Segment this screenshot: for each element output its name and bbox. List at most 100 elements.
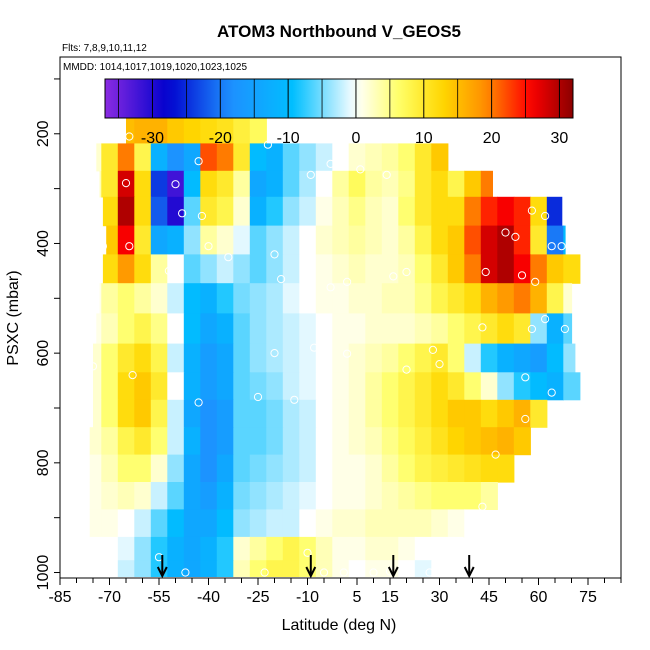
heatmap-cell	[150, 254, 168, 284]
heatmap-cell	[348, 143, 366, 172]
heatmap-cell	[381, 482, 399, 510]
heatmap-cell	[282, 372, 300, 401]
heatmap-cell	[431, 254, 449, 284]
heatmap-cell	[315, 454, 333, 483]
heatmap-cell	[315, 399, 333, 428]
heatmap-cell	[365, 225, 383, 255]
observation-point	[306, 170, 315, 179]
heatmap-cell	[530, 225, 548, 255]
heatmap-cell	[414, 283, 432, 314]
heatmap-cells	[89, 117, 581, 577]
heatmap-cell	[381, 427, 399, 456]
heatmap-cell	[497, 196, 515, 227]
observation-point	[290, 395, 299, 404]
heatmap-cell	[414, 427, 432, 456]
heatmap-cell	[398, 482, 416, 510]
heatmap-cell	[414, 509, 432, 538]
heatmap-cell	[249, 482, 267, 510]
observation-point	[527, 324, 537, 334]
heatmap-cell	[216, 283, 234, 314]
heatmap-cell	[332, 536, 350, 561]
heatmap-cell	[200, 283, 218, 314]
observation-point	[306, 287, 315, 296]
heatmap-cell	[546, 313, 564, 345]
heatmap-cell	[464, 509, 480, 538]
heatmap-cell	[563, 283, 573, 314]
heatmap-cell	[365, 399, 383, 428]
heatmap-cell	[200, 560, 218, 577]
heatmap-cell	[183, 454, 201, 483]
observation-point	[501, 228, 510, 237]
heatmap-cell	[183, 254, 201, 284]
heatmap-cell	[233, 343, 251, 373]
observation-point	[125, 242, 134, 251]
heatmap-cell	[117, 170, 135, 198]
heatmap-cell	[233, 482, 251, 510]
heatmap-cell	[398, 170, 416, 198]
heatmap-cell	[266, 196, 284, 227]
heatmap-cell	[464, 254, 482, 284]
heatmap-cell	[447, 313, 465, 345]
heatmap-cell	[365, 170, 383, 198]
heatmap-cell	[480, 170, 493, 198]
heatmap-cell	[89, 427, 102, 456]
heatmap-cell	[414, 313, 432, 345]
heatmap-cell	[530, 399, 548, 428]
heatmap-cell	[546, 254, 564, 284]
heatmap-cell	[134, 454, 152, 483]
heatmap-cell	[398, 313, 416, 345]
heatmap-cell	[414, 225, 432, 255]
colorbar-tick-label: 0	[352, 130, 361, 147]
heatmap-cell	[233, 196, 251, 227]
heatmap-cell	[497, 313, 515, 345]
colorbar-tick-label: 10	[415, 130, 433, 147]
heatmap-cell	[183, 399, 201, 428]
observation-point	[389, 272, 398, 281]
heatmap-cell	[134, 117, 152, 144]
heatmap-cell	[447, 536, 464, 561]
heatmap-cell	[480, 254, 498, 284]
heatmap-cell	[233, 399, 251, 428]
heatmap-cell	[233, 117, 251, 144]
heatmap-cell	[348, 560, 366, 577]
heatmap-cell	[183, 170, 201, 198]
heatmap-cell	[464, 372, 482, 401]
heatmap-cell	[167, 509, 185, 538]
heatmap-cell	[233, 225, 251, 255]
heatmap-cell	[447, 482, 465, 510]
arrow-marker	[387, 555, 399, 579]
heatmap-cell	[546, 372, 564, 401]
x-axis: -85 -70 -55 -40 -25 -10 5 15 30 45 60 75	[48, 578, 622, 606]
heatmap-cell	[299, 454, 317, 483]
heatmap-cell	[183, 509, 201, 538]
heatmap-cell	[117, 143, 135, 172]
heatmap-cell	[167, 313, 185, 345]
heatmap-cell	[150, 313, 168, 345]
heatmap-cell	[398, 560, 416, 577]
heatmap-cell	[332, 254, 350, 284]
heatmap-cell	[513, 196, 531, 227]
heatmap-cell	[332, 454, 350, 483]
y-tick-label: 600	[35, 340, 52, 367]
heatmap-cell	[101, 454, 119, 483]
x-axis-label: Latitude (deg N)	[282, 617, 397, 634]
heatmap-cell	[447, 343, 465, 373]
heatmap-cell	[299, 143, 317, 172]
observation-point	[547, 388, 556, 397]
heatmap-cell	[101, 283, 119, 314]
x-tick-label: -40	[197, 589, 220, 606]
y-tick-label: 800	[35, 449, 52, 476]
heatmap-cell	[414, 536, 432, 561]
heatmap-cell	[249, 343, 267, 373]
heatmap-cell	[150, 482, 168, 510]
heatmap-cell	[167, 170, 185, 198]
heatmap-cell	[480, 454, 498, 483]
heatmap-cell	[414, 560, 432, 577]
heatmap-cell	[150, 427, 168, 456]
heatmap-cell	[233, 560, 251, 577]
heatmap-cell	[167, 254, 185, 284]
heatmap-cell	[315, 427, 333, 456]
heatmap-cell	[249, 143, 267, 172]
heatmap-cell	[480, 427, 498, 456]
